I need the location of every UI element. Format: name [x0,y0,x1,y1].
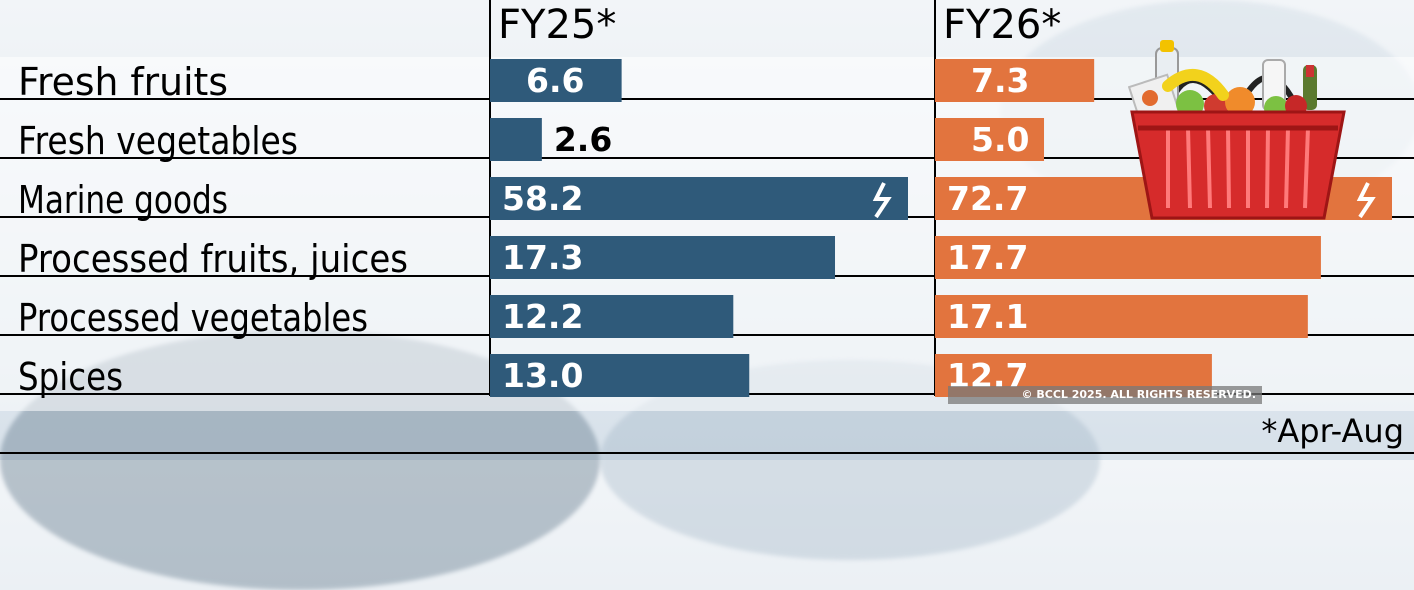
bar [490,295,734,338]
category-label: Processed vegetables [18,296,368,340]
bar-value-label: 12.2 [502,297,583,336]
bar-value-label: 7.3 [971,61,1029,100]
bar-value-label: 13.0 [502,356,583,395]
bar [490,354,750,397]
series-header: FY26* [943,2,1061,48]
category-label: Processed fruits, juices [18,237,408,281]
bar [490,177,908,220]
bar-value-label: 72.7 [947,179,1028,218]
grocery-basket-icon [1128,40,1346,220]
bar-value-label: 6.6 [526,61,584,100]
bar [935,295,1308,338]
bar [490,118,542,161]
bar [935,59,1095,102]
bar-value-label: 58.2 [502,179,583,218]
bar-value-label: 17.3 [502,238,583,277]
category-label: Fresh fruits [18,60,228,104]
footnote: *Apr-Aug [1261,412,1404,450]
bar-value-label: 17.7 [947,238,1028,277]
category-label: Spices [18,355,123,399]
bar [935,236,1321,279]
bar-value-label: 2.6 [554,120,612,159]
bar [935,118,1045,161]
axis-break-icon [872,182,892,219]
bar [490,236,836,279]
category-label: Marine goods [18,178,228,222]
copyright-notice: © BCCL 2025. ALL RIGHTS RESERVED. [948,386,1262,404]
series-header: FY25* [498,2,616,48]
axis-break-icon [1356,182,1376,219]
bar [490,59,622,102]
category-label: Fresh vegetables [18,119,298,163]
bar-value-label: 5.0 [971,120,1029,159]
bar-value-label: 17.1 [947,297,1028,336]
